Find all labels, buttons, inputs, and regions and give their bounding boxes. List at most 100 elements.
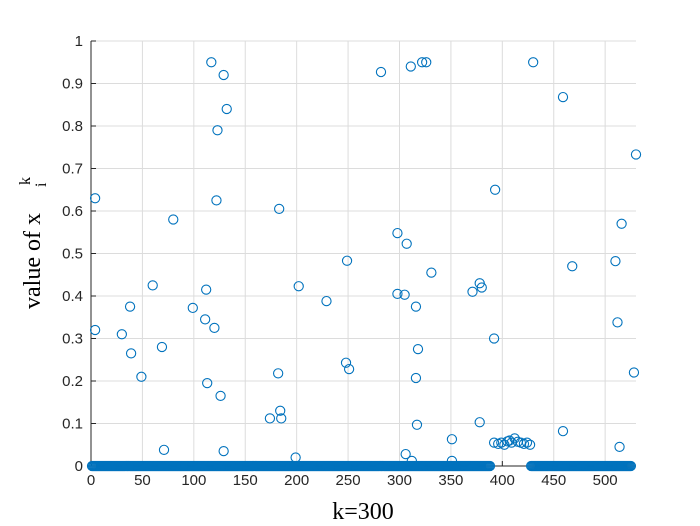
data-point xyxy=(136,371,147,382)
data-point xyxy=(489,184,501,195)
data-point xyxy=(392,227,403,239)
data-point xyxy=(410,301,422,312)
y-tick-label: 0.3 xyxy=(62,331,83,348)
data-point xyxy=(426,267,437,278)
data-point xyxy=(340,357,352,368)
x-tick-label: 200 xyxy=(284,472,309,489)
data-point xyxy=(467,286,478,297)
data-point xyxy=(375,66,387,78)
data-point xyxy=(392,288,403,300)
svg-text:value of x: value of x xyxy=(20,213,46,309)
data-point xyxy=(400,448,411,460)
data-point xyxy=(557,425,569,437)
data-point xyxy=(567,261,578,272)
data-point xyxy=(168,214,179,225)
data-point xyxy=(273,368,284,379)
y-axis-title-superscript: k xyxy=(17,177,34,185)
data-point xyxy=(274,203,285,215)
data-point xyxy=(628,367,640,378)
data-point xyxy=(488,333,500,344)
data-point xyxy=(412,343,424,355)
data-point xyxy=(343,363,355,375)
data-point xyxy=(488,437,500,448)
y-tick-label: 0.9 xyxy=(62,76,83,93)
data-point xyxy=(524,439,536,450)
y-tick-label: 1 xyxy=(75,33,83,50)
data-point xyxy=(276,413,287,424)
data-point xyxy=(401,238,412,249)
data-point xyxy=(218,69,229,81)
x-tick-label: 300 xyxy=(387,472,412,489)
data-point xyxy=(264,413,276,424)
data-point xyxy=(410,372,422,384)
data-point xyxy=(89,193,101,204)
data-point xyxy=(215,390,226,402)
y-axis-title: value of x k i xyxy=(17,177,50,309)
data-point xyxy=(504,435,515,446)
y-tick-label: 0.5 xyxy=(62,246,83,263)
x-tick-label: 100 xyxy=(181,472,206,489)
data-point xyxy=(411,419,423,430)
grid xyxy=(90,40,636,467)
y-tick-label: 0.8 xyxy=(62,118,83,135)
data-point xyxy=(187,302,198,314)
x-tick-label: 350 xyxy=(438,472,463,489)
data-point xyxy=(206,57,217,68)
x-tick-label: 250 xyxy=(336,472,361,489)
data-point xyxy=(557,91,569,103)
data-point xyxy=(212,125,223,136)
x-tick-label: 50 xyxy=(134,472,151,489)
data-point xyxy=(474,417,485,428)
data-points xyxy=(86,57,642,472)
data-point xyxy=(116,329,127,340)
data-point xyxy=(209,322,220,334)
y-axis-title-subscript: i xyxy=(33,182,50,187)
y-tick-label: 0.4 xyxy=(62,288,83,305)
data-point xyxy=(496,437,507,448)
y-tick-label: 0.6 xyxy=(62,203,83,220)
data-point xyxy=(275,405,286,416)
data-point xyxy=(147,280,158,291)
data-point xyxy=(211,195,222,206)
data-point xyxy=(89,324,101,336)
data-point xyxy=(521,437,533,448)
data-point xyxy=(446,434,458,445)
y-tick-label: 0.7 xyxy=(62,161,83,178)
x-tick-label: 0 xyxy=(87,472,95,489)
x-tick-label: 150 xyxy=(233,472,258,489)
data-point xyxy=(614,441,625,453)
data-point xyxy=(446,455,458,467)
data-point xyxy=(610,255,621,267)
data-point xyxy=(528,57,539,68)
data-point xyxy=(406,455,417,467)
data-point xyxy=(293,281,304,292)
y-tick-label: 0 xyxy=(75,458,83,475)
x-tick-label: 500 xyxy=(593,472,618,489)
data-point xyxy=(421,57,432,68)
data-point xyxy=(125,348,137,359)
x-tick-label: 450 xyxy=(541,472,566,489)
x-axis-title: k=300 xyxy=(332,499,394,525)
data-point xyxy=(476,282,487,293)
data-point xyxy=(484,460,496,472)
data-point xyxy=(612,317,623,328)
data-point xyxy=(616,218,627,229)
data-point xyxy=(201,284,212,295)
data-point xyxy=(399,289,410,300)
data-point xyxy=(158,444,170,455)
y-tick-label: 0.2 xyxy=(62,373,83,390)
data-point xyxy=(321,295,332,307)
data-point xyxy=(625,460,637,472)
data-point xyxy=(221,103,232,115)
data-point xyxy=(405,61,416,72)
tick-labels: 0 50 100 150 200 250 300 350 400 450 500 0 0.1 0.2 0.3… xyxy=(62,33,618,489)
data-point xyxy=(416,57,428,68)
data-point xyxy=(199,314,211,325)
y-tick-label: 0.1 xyxy=(62,416,83,433)
x-tick-label: 400 xyxy=(490,472,515,489)
data-point xyxy=(341,255,353,266)
data-point xyxy=(630,149,642,160)
data-point xyxy=(218,445,229,457)
data-point xyxy=(202,377,213,389)
